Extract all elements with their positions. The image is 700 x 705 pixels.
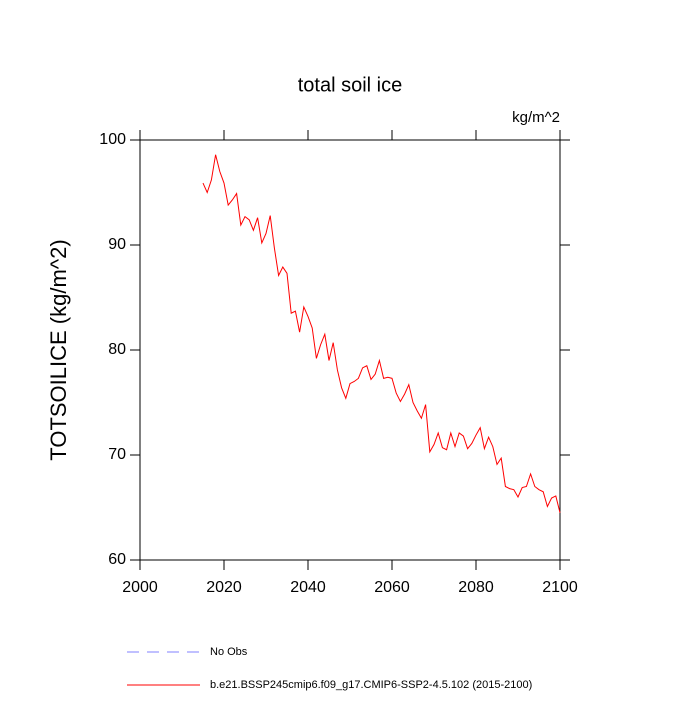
x-tick-label: 2040 — [290, 579, 326, 596]
x-tick-label: 2080 — [458, 579, 494, 596]
data-line — [202, 154, 561, 513]
y-tick-label: 90 — [108, 236, 126, 253]
x-tick-label: 2100 — [542, 579, 578, 596]
legend-label: b.e21.BSSP245cmip6.f09_g17.CMIP6-SSP2-4.… — [210, 679, 532, 691]
y-tick-label: 80 — [108, 341, 126, 358]
y-tick-label: 100 — [99, 131, 126, 148]
plot-frame — [139, 139, 561, 561]
chart-title: total soil ice — [298, 74, 403, 96]
x-tick-label: 2020 — [206, 579, 242, 596]
x-tick-label: 2000 — [122, 579, 158, 596]
y-tick-label: 70 — [108, 446, 126, 463]
x-tick-label: 2060 — [374, 579, 410, 596]
y-axis-label: TOTSOILICE (kg/m^2) — [46, 239, 71, 460]
units-label: kg/m^2 — [512, 109, 560, 126]
legend-label: No Obs — [210, 646, 248, 658]
y-tick-label: 60 — [108, 551, 126, 568]
